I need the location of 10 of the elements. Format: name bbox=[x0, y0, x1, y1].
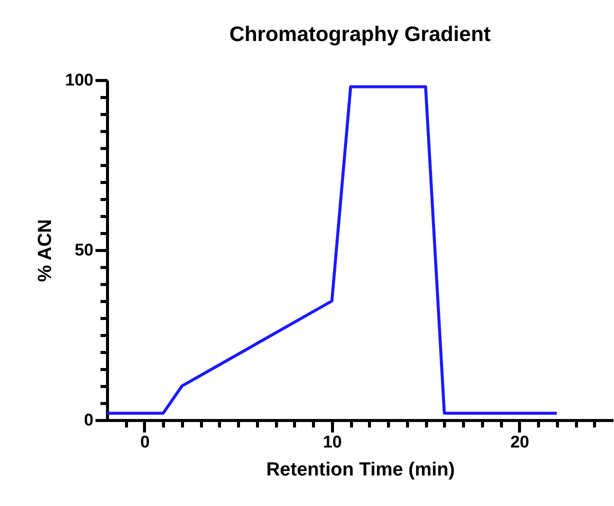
line-series bbox=[106, 85, 558, 415]
x-axis-title: Retention Time (min) bbox=[266, 460, 455, 480]
y-tick-label: 100 bbox=[65, 70, 94, 90]
x-tick-label: 20 bbox=[510, 432, 530, 452]
y-tick-label: 50 bbox=[74, 240, 94, 260]
y-tick-label: 0 bbox=[84, 410, 94, 430]
x-tick-label: 0 bbox=[140, 432, 150, 452]
chart-title: Chromatography Gradient bbox=[229, 23, 491, 46]
y-axis-title: % ACN bbox=[35, 219, 56, 282]
x-tick-label: 10 bbox=[322, 432, 342, 452]
